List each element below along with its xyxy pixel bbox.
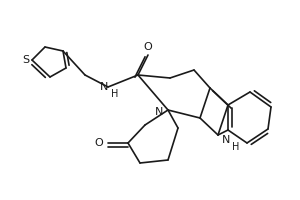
Text: O: O xyxy=(94,138,103,148)
Text: N: N xyxy=(222,135,230,145)
Text: H: H xyxy=(232,142,240,152)
Text: H: H xyxy=(111,89,119,99)
Text: S: S xyxy=(22,55,30,65)
Text: N: N xyxy=(100,82,108,92)
Text: N: N xyxy=(155,107,163,117)
Text: O: O xyxy=(144,42,152,52)
